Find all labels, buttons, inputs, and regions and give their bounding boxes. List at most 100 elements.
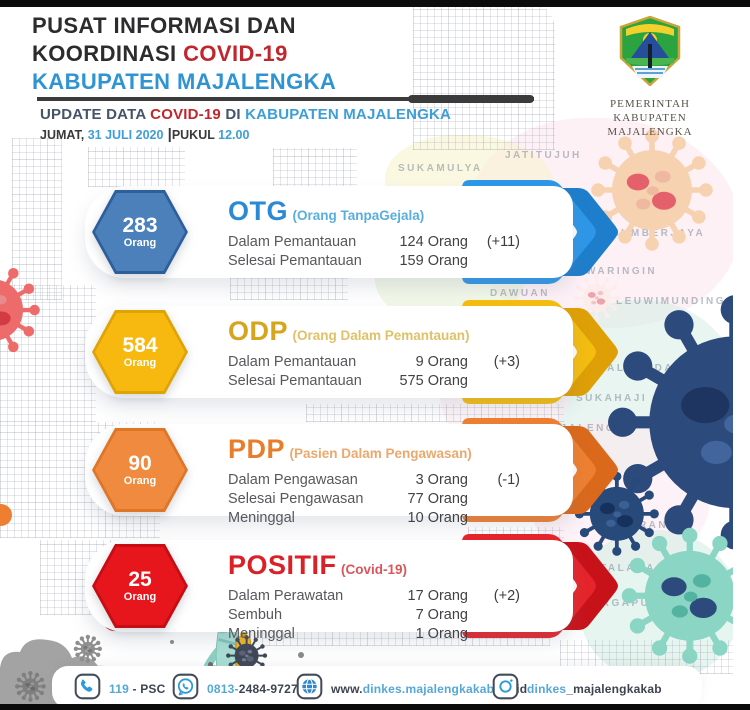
stat-delta [468, 625, 520, 644]
map-region-label: WARINGIN [586, 266, 658, 277]
stat-label: Meninggal [228, 626, 295, 642]
top-letterbox [0, 0, 750, 7]
count-value: 25 [128, 568, 152, 591]
stat-row: Dalam Pengawasan 3 Orang (-1) [228, 471, 520, 490]
stat-delta: (-1) [497, 472, 520, 488]
hexagon-fill [95, 313, 185, 391]
stat-value: 77 Orang [407, 491, 468, 507]
stat-delta [468, 509, 520, 528]
stat-row: Selesai Pemantauan 159 Orang [228, 252, 520, 271]
whatsapp-icon [172, 673, 199, 705]
stat-row: Sembuh 7 Orang [228, 606, 520, 625]
count-badge: 584 Orang [92, 310, 188, 394]
stat-delta [468, 252, 520, 271]
stat-delta: (+11) [486, 234, 520, 250]
hexagon-fill [95, 431, 185, 509]
map-region-label: DAWUAN [490, 288, 550, 299]
count-unit: Orang [123, 237, 157, 249]
stat-value: 575 Orang [399, 373, 468, 389]
map-region-label: JATITUJUH [505, 150, 582, 161]
stat-value: 124 Orang [399, 234, 468, 250]
map-region-label: MAJALENGKA [540, 423, 636, 434]
covid-highlight: COVID-19 [183, 41, 288, 66]
logo-org-line2: KABUPATEN [613, 112, 687, 124]
map-region-label: SUMBERJAYA [612, 228, 706, 239]
canvas: SUKAMULYA JATITUJUH SUMBERJAYA WARINGIN DAWU… [0, 0, 733, 710]
stat-rows: Dalam Pemantauan 124 Orang (+11) Selesai… [228, 233, 520, 271]
count-unit: Orang [123, 475, 157, 487]
map-region-label: SUKAHAJI [576, 393, 648, 404]
section-title: ODP [228, 316, 289, 346]
stat-label: Sembuh [228, 607, 283, 623]
phone-icon [74, 673, 101, 705]
stat-row: Meninggal 1 Orang [228, 625, 520, 644]
stat-section: 584 Orang ODP (Orang Dalam Pemantauan) D… [0, 300, 733, 418]
stat-row: Dalam Pemantauan 124 Orang (+11) [228, 233, 520, 252]
stat-delta: (+2) [493, 588, 520, 604]
section-subtitle: (Orang TanpaGejala) [292, 208, 425, 223]
section-title: POSITIF [228, 550, 337, 580]
contact-text: dinkes_majalengkakab [527, 682, 662, 696]
count-value: 584 [122, 334, 158, 357]
stat-label: Selesai Pemantauan [228, 253, 362, 269]
map-region-label: SUKAMULYA [398, 163, 483, 174]
date-time-line: JUMAT, 31 JULI 2020 |PUKUL 12.00 [40, 126, 250, 143]
title-divider-accent [408, 95, 534, 103]
government-logo: PEMERINTAH KABUPATEN MAJALENGKA [598, 15, 702, 139]
stat-label: Meninggal [228, 510, 295, 526]
contact-item[interactable]: dinkes_majalengkakab [492, 673, 662, 705]
page-title-line3: KABUPATEN MAJALENGKA [32, 69, 337, 94]
majalengka-crest-icon [619, 15, 681, 87]
count-badge: 25 Orang [92, 544, 188, 628]
section-subtitle: (Pasien Dalam Pengawasan) [289, 446, 472, 461]
stat-section: 283 Orang OTG (Orang TanpaGejala) Dalam … [0, 180, 733, 298]
instagram-icon [492, 673, 519, 705]
stat-label: Dalam Pengawasan [228, 472, 358, 488]
contact-text: 119 - PSC [109, 682, 166, 696]
stat-row: Selesai Pengawasan 77 Orang [228, 490, 520, 509]
section-title: PDP [228, 434, 286, 464]
contact-bar: 119 - PSC 0813-2484-9727 www.dinkes.majale… [52, 666, 702, 708]
section-title: OTG [228, 196, 288, 226]
contact-item[interactable]: 0813-2484-9727 [172, 673, 298, 705]
section-subtitle: (Covid-19) [340, 562, 407, 577]
stat-rows: Dalam Pengawasan 3 Orang (-1) Selesai Pe… [228, 471, 520, 528]
stat-delta [468, 372, 520, 391]
page-title-line2: KOORDINASI COVID-19 [32, 41, 288, 66]
stat-row: Meninggal 10 Orang [228, 509, 520, 528]
title-divider [37, 97, 534, 101]
stat-label: Dalam Pemantauan [228, 234, 357, 250]
section-subtitle: (Orang Dalam Pemantauan) [292, 328, 470, 343]
contact-item[interactable]: 119 - PSC [74, 673, 166, 705]
stat-value: 3 Orang [415, 472, 468, 488]
logo-org-line3: MAJALENGKA [607, 126, 693, 138]
stat-value: 10 Orang [407, 510, 468, 526]
stat-delta: (+3) [493, 354, 520, 370]
bottom-letterbox [0, 704, 750, 710]
globe-icon [296, 673, 323, 705]
count-unit: Orang [123, 357, 157, 369]
stat-label: Dalam Pemantauan [228, 354, 357, 370]
count-value: 283 [122, 214, 158, 237]
stat-delta [468, 606, 520, 625]
map-region-label: TALAGA [600, 563, 656, 574]
stat-value: 1 Orang [415, 626, 468, 642]
stat-rows: Dalam Perawatan 17 Orang (+2) Sembuh 7 O… [228, 587, 520, 644]
stat-label: Selesai Pengawasan [228, 491, 364, 507]
stat-row: Selesai Pemantauan 575 Orang [228, 372, 520, 391]
logo-org-line1: PEMERINTAH [609, 98, 690, 110]
count-badge: 90 Orang [92, 428, 188, 512]
count-badge: 283 Orang [92, 190, 188, 274]
stat-section: 25 Orang POSITIF (Covid-19) Dalam Perawa… [0, 534, 733, 652]
stat-rows: Dalam Pemantauan 9 Orang (+3) Selesai Pe… [228, 353, 520, 391]
stat-label: Dalam Perawatan [228, 588, 344, 604]
hexagon-fill [95, 193, 185, 271]
header: PUSAT INFORMASI DAN KOORDINASI COVID-19 … [32, 12, 336, 96]
update-subtitle: UPDATE DATA COVID-19 DI KABUPATEN MAJALE… [40, 106, 452, 123]
stat-value: 7 Orang [415, 607, 468, 623]
contact-text: 0813-2484-9727 [207, 682, 298, 696]
stat-value: 159 Orang [399, 253, 468, 269]
map-region-label: LEUWIMUNDING [616, 296, 726, 307]
page-title-line1: PUSAT INFORMASI DAN [32, 13, 296, 38]
